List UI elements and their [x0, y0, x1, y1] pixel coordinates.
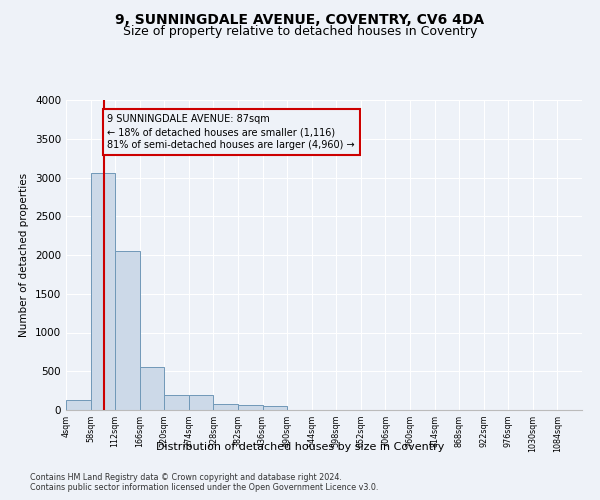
Bar [189, 394, 214, 410]
Text: 9 SUNNINGDALE AVENUE: 87sqm
← 18% of detached houses are smaller (1,116)
81% of : 9 SUNNINGDALE AVENUE: 87sqm ← 18% of det… [107, 114, 355, 150]
Bar [214, 404, 238, 410]
Bar [238, 406, 263, 410]
Bar [66, 400, 91, 410]
Text: 9, SUNNINGDALE AVENUE, COVENTRY, CV6 4DA: 9, SUNNINGDALE AVENUE, COVENTRY, CV6 4DA [115, 12, 485, 26]
Bar [164, 394, 189, 410]
Bar [91, 173, 115, 410]
Text: Contains public sector information licensed under the Open Government Licence v3: Contains public sector information licen… [30, 482, 379, 492]
Bar [140, 366, 164, 410]
Text: Distribution of detached houses by size in Coventry: Distribution of detached houses by size … [156, 442, 444, 452]
Bar [115, 251, 140, 410]
Text: Contains HM Land Registry data © Crown copyright and database right 2024.: Contains HM Land Registry data © Crown c… [30, 472, 342, 482]
Bar [263, 406, 287, 410]
Text: Size of property relative to detached houses in Coventry: Size of property relative to detached ho… [123, 25, 477, 38]
Y-axis label: Number of detached properties: Number of detached properties [19, 173, 29, 337]
